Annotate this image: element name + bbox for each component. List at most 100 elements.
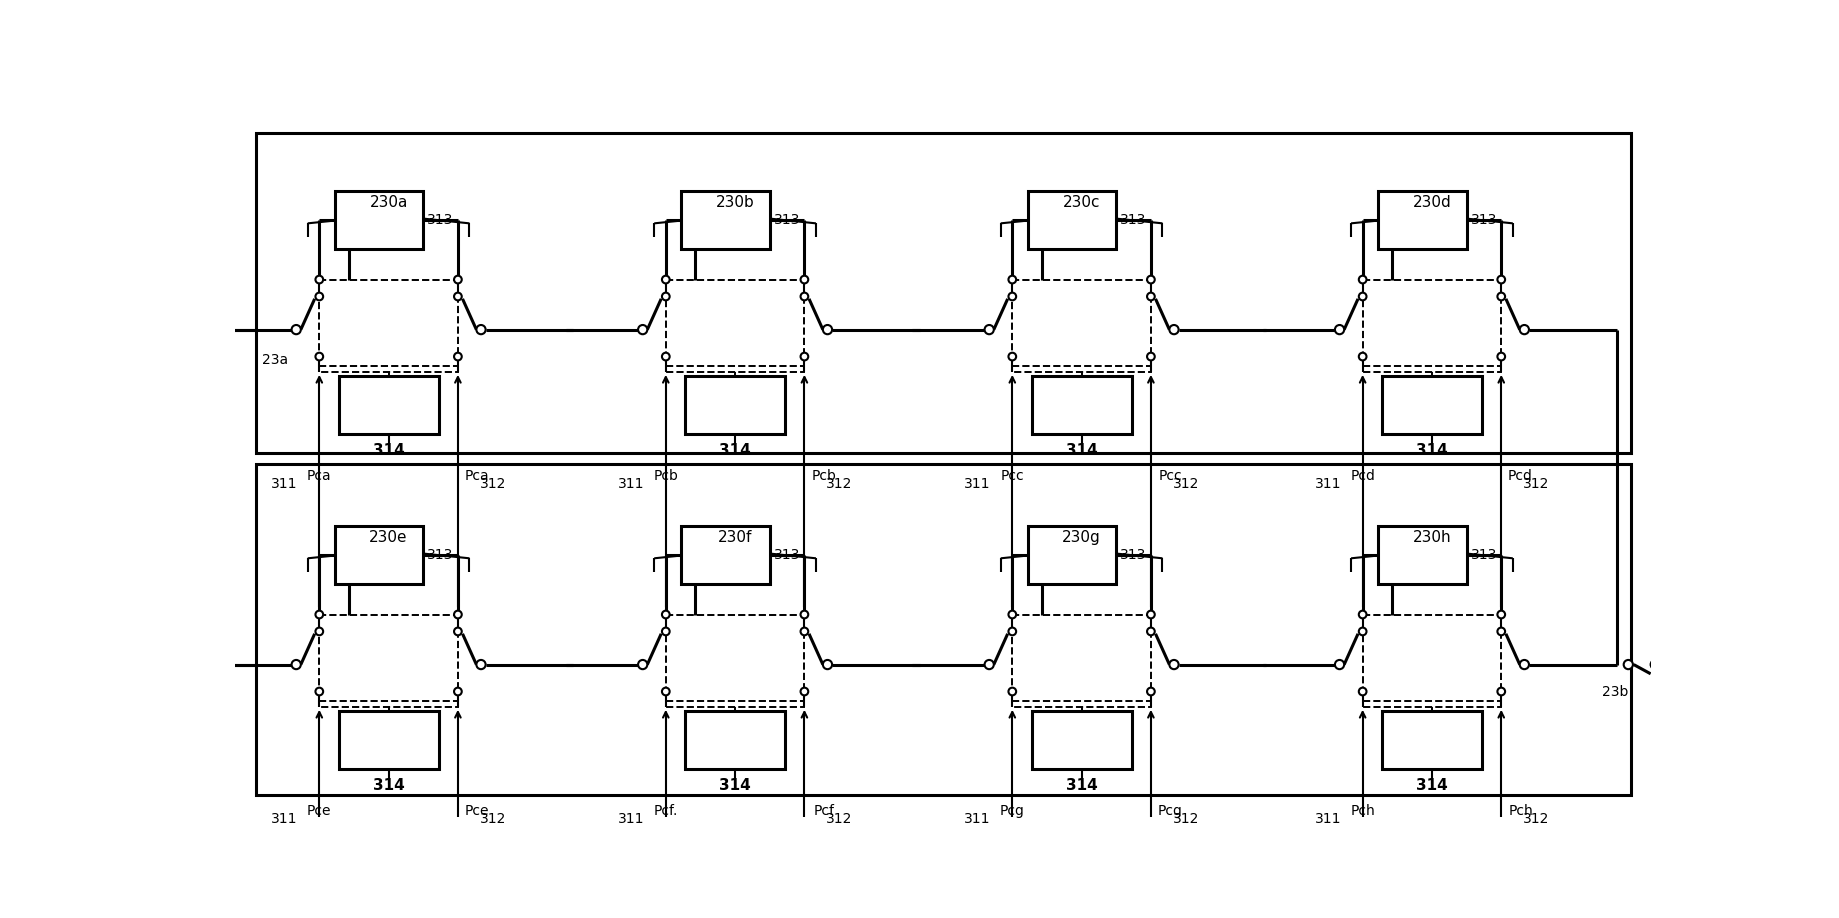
Text: Pca: Pca xyxy=(465,469,489,483)
Text: 230c: 230c xyxy=(1063,196,1100,210)
Text: Pcg: Pcg xyxy=(1157,804,1182,818)
Circle shape xyxy=(800,688,807,695)
Text: 311: 311 xyxy=(270,476,298,490)
Bar xyxy=(1032,375,1131,433)
Text: 312: 312 xyxy=(1171,812,1199,825)
Circle shape xyxy=(822,660,831,669)
Text: 312: 312 xyxy=(1523,812,1548,825)
Circle shape xyxy=(1170,325,1179,334)
Circle shape xyxy=(291,325,300,334)
Bar xyxy=(1377,526,1466,584)
Circle shape xyxy=(1357,628,1366,635)
Circle shape xyxy=(1357,275,1366,284)
Text: 311: 311 xyxy=(270,812,298,825)
Circle shape xyxy=(1357,688,1366,695)
Text: 313: 313 xyxy=(427,213,452,227)
Circle shape xyxy=(1146,293,1155,300)
Bar xyxy=(335,191,423,249)
Circle shape xyxy=(1497,353,1504,361)
Text: 230b: 230b xyxy=(715,196,754,210)
Text: 312: 312 xyxy=(826,476,851,490)
Text: 311: 311 xyxy=(964,476,989,490)
Circle shape xyxy=(1622,660,1631,669)
Circle shape xyxy=(454,688,462,695)
Bar xyxy=(1028,526,1116,584)
Circle shape xyxy=(638,660,647,669)
Circle shape xyxy=(662,610,669,619)
Text: 313: 313 xyxy=(1120,548,1146,562)
Circle shape xyxy=(314,610,324,619)
Circle shape xyxy=(1357,293,1366,300)
Circle shape xyxy=(1008,353,1015,361)
Bar xyxy=(1011,280,1149,372)
Bar xyxy=(680,191,769,249)
Text: Pcc: Pcc xyxy=(1000,469,1024,483)
Circle shape xyxy=(1146,275,1155,284)
Circle shape xyxy=(1146,610,1155,619)
Circle shape xyxy=(476,325,485,334)
Text: 23b: 23b xyxy=(1602,685,1628,699)
Text: 313: 313 xyxy=(1120,213,1146,227)
Bar xyxy=(680,526,769,584)
Bar xyxy=(338,375,438,433)
Text: 311: 311 xyxy=(618,476,644,490)
Text: 314: 314 xyxy=(1416,778,1447,793)
Circle shape xyxy=(454,353,462,361)
Circle shape xyxy=(202,325,211,334)
Text: 314: 314 xyxy=(1065,443,1096,458)
Text: 314: 314 xyxy=(719,443,750,458)
Bar xyxy=(1011,614,1149,707)
Text: Pcb: Pcb xyxy=(653,469,679,483)
Text: Pcb: Pcb xyxy=(811,469,835,483)
Text: Pce: Pce xyxy=(307,804,331,818)
Circle shape xyxy=(1519,325,1528,334)
Text: 312: 312 xyxy=(1171,476,1199,490)
Bar xyxy=(256,133,1631,453)
Circle shape xyxy=(1008,275,1015,284)
Circle shape xyxy=(314,293,324,300)
Circle shape xyxy=(800,293,807,300)
Circle shape xyxy=(800,610,807,619)
Text: Pch: Pch xyxy=(1508,804,1532,818)
Text: 313: 313 xyxy=(427,548,452,562)
Circle shape xyxy=(1146,688,1155,695)
Circle shape xyxy=(1519,660,1528,669)
Circle shape xyxy=(1146,353,1155,361)
Text: 314: 314 xyxy=(373,443,405,458)
Text: 312: 312 xyxy=(480,476,506,490)
Circle shape xyxy=(1008,610,1015,619)
Circle shape xyxy=(1170,660,1179,669)
Circle shape xyxy=(314,353,324,361)
Circle shape xyxy=(1146,628,1155,635)
Bar xyxy=(320,280,458,372)
Circle shape xyxy=(984,660,993,669)
Text: 314: 314 xyxy=(1416,443,1447,458)
Circle shape xyxy=(1650,660,1659,669)
Circle shape xyxy=(800,353,807,361)
Text: 312: 312 xyxy=(826,812,851,825)
Text: 312: 312 xyxy=(1523,476,1548,490)
Circle shape xyxy=(476,660,485,669)
Text: 311: 311 xyxy=(618,812,644,825)
Bar xyxy=(256,465,1631,796)
Circle shape xyxy=(1497,275,1504,284)
Circle shape xyxy=(1497,610,1504,619)
Circle shape xyxy=(662,293,669,300)
Text: Pcf: Pcf xyxy=(813,804,833,818)
Bar xyxy=(335,526,423,584)
Bar xyxy=(666,614,804,707)
Circle shape xyxy=(1357,610,1366,619)
Text: Pcf.: Pcf. xyxy=(653,804,677,818)
Bar xyxy=(1363,614,1501,707)
Text: Pch: Pch xyxy=(1350,804,1374,818)
Circle shape xyxy=(291,660,300,669)
Bar xyxy=(338,711,438,768)
Text: 313: 313 xyxy=(772,213,800,227)
Text: 311: 311 xyxy=(1313,812,1341,825)
Circle shape xyxy=(314,688,324,695)
Bar xyxy=(666,280,804,372)
Text: 311: 311 xyxy=(1313,476,1341,490)
Text: 314: 314 xyxy=(1065,778,1096,793)
Text: Pce: Pce xyxy=(465,804,489,818)
Bar xyxy=(320,614,458,707)
